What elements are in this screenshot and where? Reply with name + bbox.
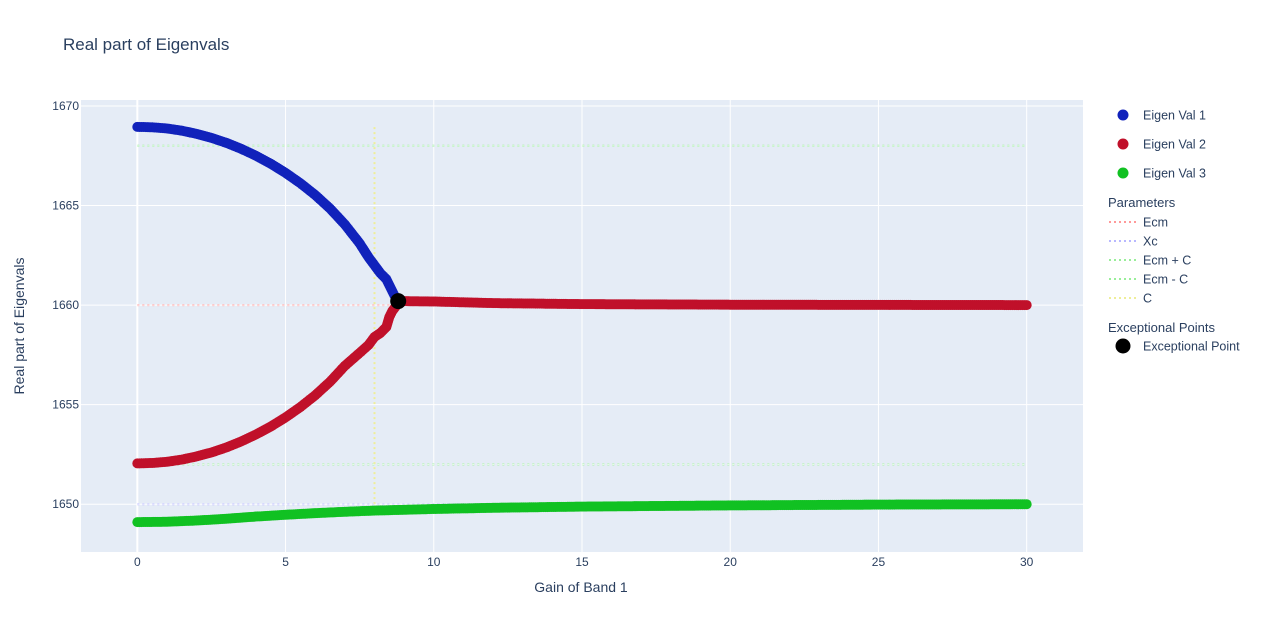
legend-item-parameter[interactable]: Ecm - C bbox=[1109, 273, 1188, 287]
legend-label: Exceptional Point bbox=[1143, 340, 1240, 354]
legend-item-exceptional-point[interactable]: Exceptional Point bbox=[1115, 338, 1241, 354]
legend-label: Ecm bbox=[1143, 216, 1168, 230]
legend-item-parameter[interactable]: C bbox=[1109, 292, 1152, 306]
x-tick-label: 30 bbox=[1020, 555, 1034, 569]
legend-marker bbox=[1115, 338, 1131, 354]
chart-title: Real part of Eigenvals bbox=[63, 35, 229, 54]
legend-label: Ecm - C bbox=[1143, 273, 1188, 287]
data-point bbox=[1021, 499, 1032, 510]
series-eigen-val-2 bbox=[132, 296, 1032, 469]
legend-label: C bbox=[1143, 292, 1152, 306]
x-tick-label: 25 bbox=[872, 555, 886, 569]
legend-item-parameter[interactable]: Ecm + C bbox=[1109, 254, 1191, 268]
x-tick-label: 10 bbox=[427, 555, 441, 569]
y-tick-label: 1665 bbox=[52, 199, 79, 213]
axis-ticks: 0 5 10 15 20 25 30 1650 1655 1660 1665 1670 bbox=[52, 99, 1033, 569]
y-tick-label: 1660 bbox=[52, 298, 79, 312]
legend-group-title-exceptional-points: Exceptional Points bbox=[1108, 320, 1215, 335]
data-point bbox=[1021, 300, 1032, 311]
series-eigen-val-1 bbox=[132, 121, 404, 308]
legend-item-eigen-val-3[interactable]: Eigen Val 3 bbox=[1117, 167, 1207, 181]
legend-label: Xc bbox=[1143, 235, 1158, 249]
x-tick-label: 5 bbox=[282, 555, 289, 569]
y-axis-title: Real part of Eigenvals bbox=[11, 258, 27, 395]
x-tick-label: 15 bbox=[575, 555, 589, 569]
legend-label: Eigen Val 3 bbox=[1143, 167, 1206, 181]
exceptional-point-marker bbox=[390, 293, 407, 310]
y-tick-label: 1655 bbox=[52, 398, 79, 412]
x-tick-label: 20 bbox=[724, 555, 738, 569]
legend-item-eigen-val-2[interactable]: Eigen Val 2 bbox=[1117, 138, 1207, 152]
x-tick-label: 0 bbox=[134, 555, 141, 569]
legend: Eigen Val 1 Eigen Val 2 Eigen Val 3 Paramet… bbox=[1108, 109, 1240, 354]
legend-item-parameter[interactable]: Ecm bbox=[1109, 216, 1168, 230]
legend-label: Eigen Val 2 bbox=[1143, 138, 1206, 152]
y-tick-label: 1650 bbox=[52, 497, 79, 511]
legend-label: Ecm + C bbox=[1143, 254, 1191, 268]
legend-marker bbox=[1117, 109, 1129, 121]
legend-item-eigen-val-1[interactable]: Eigen Val 1 bbox=[1117, 109, 1207, 123]
y-tick-label: 1670 bbox=[52, 99, 79, 113]
legend-label: Eigen Val 1 bbox=[1143, 109, 1206, 123]
series-eigen-val-3 bbox=[132, 499, 1032, 528]
legend-item-parameter[interactable]: Xc bbox=[1109, 235, 1158, 249]
legend-marker bbox=[1117, 138, 1129, 150]
data-series bbox=[132, 121, 1032, 528]
legend-group-title-parameters: Parameters bbox=[1108, 195, 1176, 210]
x-axis-title: Gain of Band 1 bbox=[534, 579, 628, 595]
legend-marker bbox=[1117, 167, 1129, 179]
exceptional-points bbox=[390, 293, 407, 310]
